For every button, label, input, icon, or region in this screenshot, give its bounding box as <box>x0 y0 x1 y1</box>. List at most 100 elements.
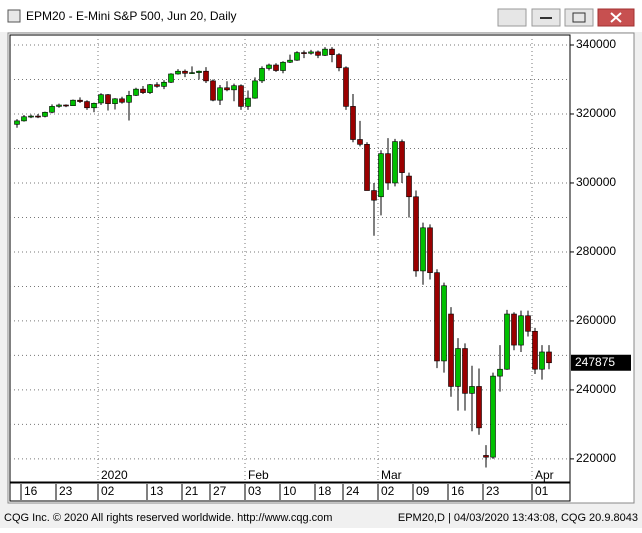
y-tick-label: 320000 <box>576 106 616 120</box>
candle-body <box>112 98 118 104</box>
x-tick-label: 21 <box>185 484 199 498</box>
maximize-button[interactable] <box>564 8 594 27</box>
candle-body <box>21 116 27 122</box>
candle-body <box>371 190 377 201</box>
x-tick-label: 10 <box>283 484 297 498</box>
candle-body <box>476 386 482 429</box>
candle-body <box>70 99 76 107</box>
candle-body <box>343 67 349 107</box>
candle-body <box>287 59 293 63</box>
candle-body <box>91 102 97 109</box>
y-tick-label: 260000 <box>576 313 616 327</box>
candle-body <box>483 455 489 458</box>
x-tick-label: 03 <box>248 484 262 498</box>
candle-body <box>280 61 286 71</box>
candle-body <box>448 313 454 387</box>
window-title: EPM20 - E-Mini S&P 500, Jun 20, Daily <box>26 9 237 23</box>
candle-body <box>497 368 503 377</box>
candle-body <box>490 375 496 458</box>
candle-body <box>259 68 265 82</box>
date-axis <box>9 482 571 502</box>
last-price-label: 247875 <box>575 355 615 369</box>
candle-body <box>154 84 160 87</box>
candle-body <box>203 70 209 82</box>
candle-body <box>252 80 258 99</box>
x-tick-label: 13 <box>150 484 164 498</box>
candle-body <box>511 313 517 346</box>
candle-body <box>518 315 524 346</box>
x-tick-label: 27 <box>213 484 227 498</box>
candle-body <box>308 51 314 54</box>
candle-body <box>217 87 223 101</box>
candle-body <box>105 94 111 104</box>
candle-body <box>427 227 433 273</box>
candle-body <box>140 88 146 93</box>
month-label: 2020 <box>101 468 128 482</box>
y-tick-label: 300000 <box>576 175 616 189</box>
x-tick-label: 16 <box>24 484 38 498</box>
candle-body <box>385 153 391 184</box>
candle-body <box>392 141 398 184</box>
candle-body <box>420 227 426 272</box>
app-icon <box>7 9 21 23</box>
candle-body <box>378 153 384 198</box>
x-tick-label: 23 <box>59 484 73 498</box>
candle-body <box>28 115 34 118</box>
candle-body <box>182 70 188 74</box>
candle-body <box>504 313 510 370</box>
month-label: Mar <box>381 468 402 482</box>
candle-body <box>406 175 412 198</box>
candle-body <box>189 72 195 74</box>
candle-body <box>231 85 237 91</box>
candle-body <box>546 351 552 364</box>
candle-body <box>469 386 475 394</box>
candle-body <box>301 52 307 54</box>
candle-body <box>413 196 419 272</box>
candle-body <box>455 348 461 387</box>
last-price-box <box>571 354 631 371</box>
footer-right: EPM20,D | 04/03/2020 13:43:08, CQG 20.9.… <box>398 512 638 524</box>
close-glyph <box>610 12 622 23</box>
candle-body <box>196 70 202 73</box>
candle-body <box>329 48 335 55</box>
candle-body <box>441 285 447 362</box>
maximize-glyph <box>572 12 586 23</box>
x-tick-label: 24 <box>346 484 360 498</box>
x-tick-label: 09 <box>416 484 430 498</box>
month-label: Apr <box>535 468 554 482</box>
candle-body <box>210 80 216 101</box>
plot-area <box>9 34 571 483</box>
candle-body <box>525 315 531 332</box>
month-label: Feb <box>248 468 269 482</box>
x-tick-label: 23 <box>486 484 500 498</box>
candle-body <box>273 64 279 71</box>
x-tick-label: 02 <box>381 484 395 498</box>
candle-body <box>84 101 90 109</box>
candle-body <box>63 104 69 107</box>
candle-body <box>133 88 139 96</box>
y-tick-label: 340000 <box>576 37 616 51</box>
candle-body <box>168 73 174 83</box>
candle-body <box>238 85 244 107</box>
candle-body <box>294 52 300 61</box>
candle-body <box>224 87 230 91</box>
link-button[interactable] <box>497 8 527 27</box>
candle-body <box>462 348 468 394</box>
candle-body <box>161 81 167 87</box>
footer-left: CQG Inc. © 2020 All rights reserved worl… <box>4 512 332 524</box>
x-tick-label: 16 <box>451 484 465 498</box>
candle-body <box>42 111 48 117</box>
candle-body <box>315 51 321 56</box>
candle-body <box>322 48 328 56</box>
candle-body <box>532 330 538 370</box>
candle-body <box>539 351 545 370</box>
title-buttons[interactable] <box>497 8 635 27</box>
y-tick-label: 240000 <box>576 382 616 396</box>
candle-body <box>399 141 405 173</box>
candle-body <box>336 54 342 69</box>
y-tick-label: 220000 <box>576 451 616 465</box>
candle-body <box>49 106 55 113</box>
candle-body <box>175 70 181 75</box>
x-tick-label: 02 <box>101 484 115 498</box>
candle-body <box>350 106 356 140</box>
